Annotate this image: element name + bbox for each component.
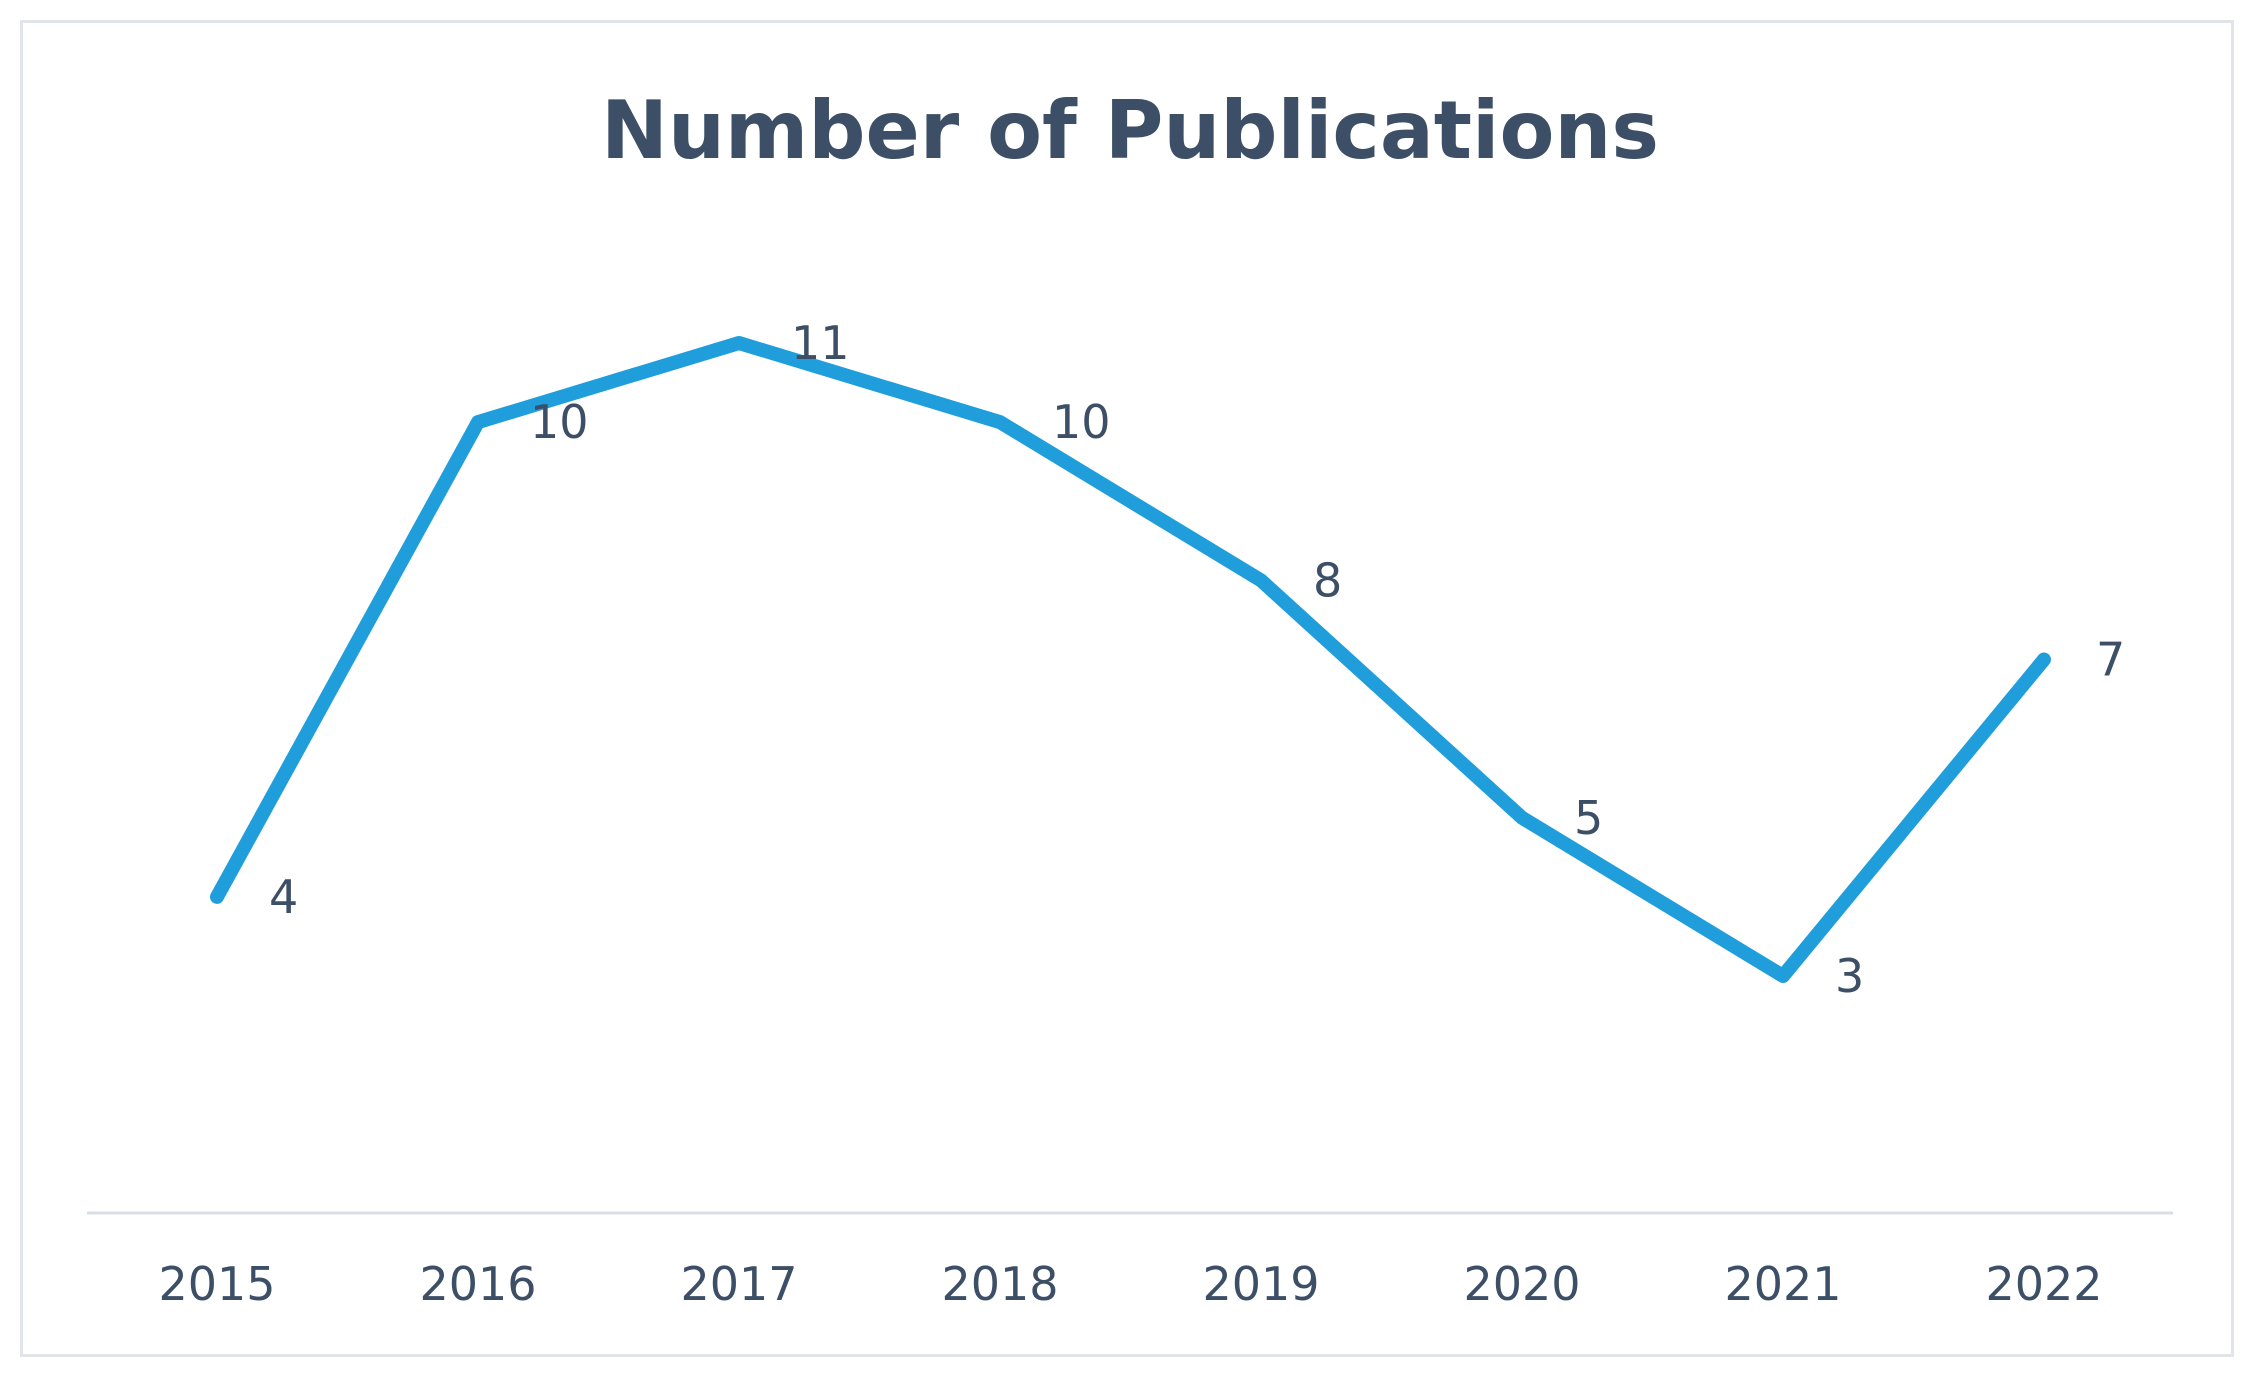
x-tick-label-2021: 2021: [1724, 1257, 1841, 1311]
data-label-2017: 11: [791, 316, 850, 370]
data-labels: 4 10 11 10 8 5 3 7: [269, 316, 2125, 1003]
x-tick-label-2015: 2015: [158, 1257, 275, 1311]
data-label-2020: 5: [1574, 791, 1603, 845]
x-tick-label-2016: 2016: [419, 1257, 536, 1311]
x-axis-tick-labels: 2015 2016 2017 2018 2019 2020 2021 2022: [158, 1257, 2102, 1311]
data-label-2018: 10: [1052, 395, 1111, 449]
x-tick-label-2017: 2017: [680, 1257, 797, 1311]
data-label-2016: 10: [530, 395, 589, 449]
x-tick-label-2018: 2018: [941, 1257, 1058, 1311]
data-label-2019: 8: [1313, 553, 1342, 607]
x-tick-label-2020: 2020: [1463, 1257, 1580, 1311]
chart-frame: [20, 20, 2234, 1357]
series-line: [210, 336, 2051, 983]
x-tick-label-2022: 2022: [1985, 1257, 2102, 1311]
data-label-2022: 7: [2096, 633, 2125, 687]
data-label-2015: 4: [269, 870, 298, 924]
chart-title: Number of Publications: [601, 84, 1659, 177]
x-tick-label-2019: 2019: [1202, 1257, 1319, 1311]
data-label-2021: 3: [1835, 949, 1864, 1003]
